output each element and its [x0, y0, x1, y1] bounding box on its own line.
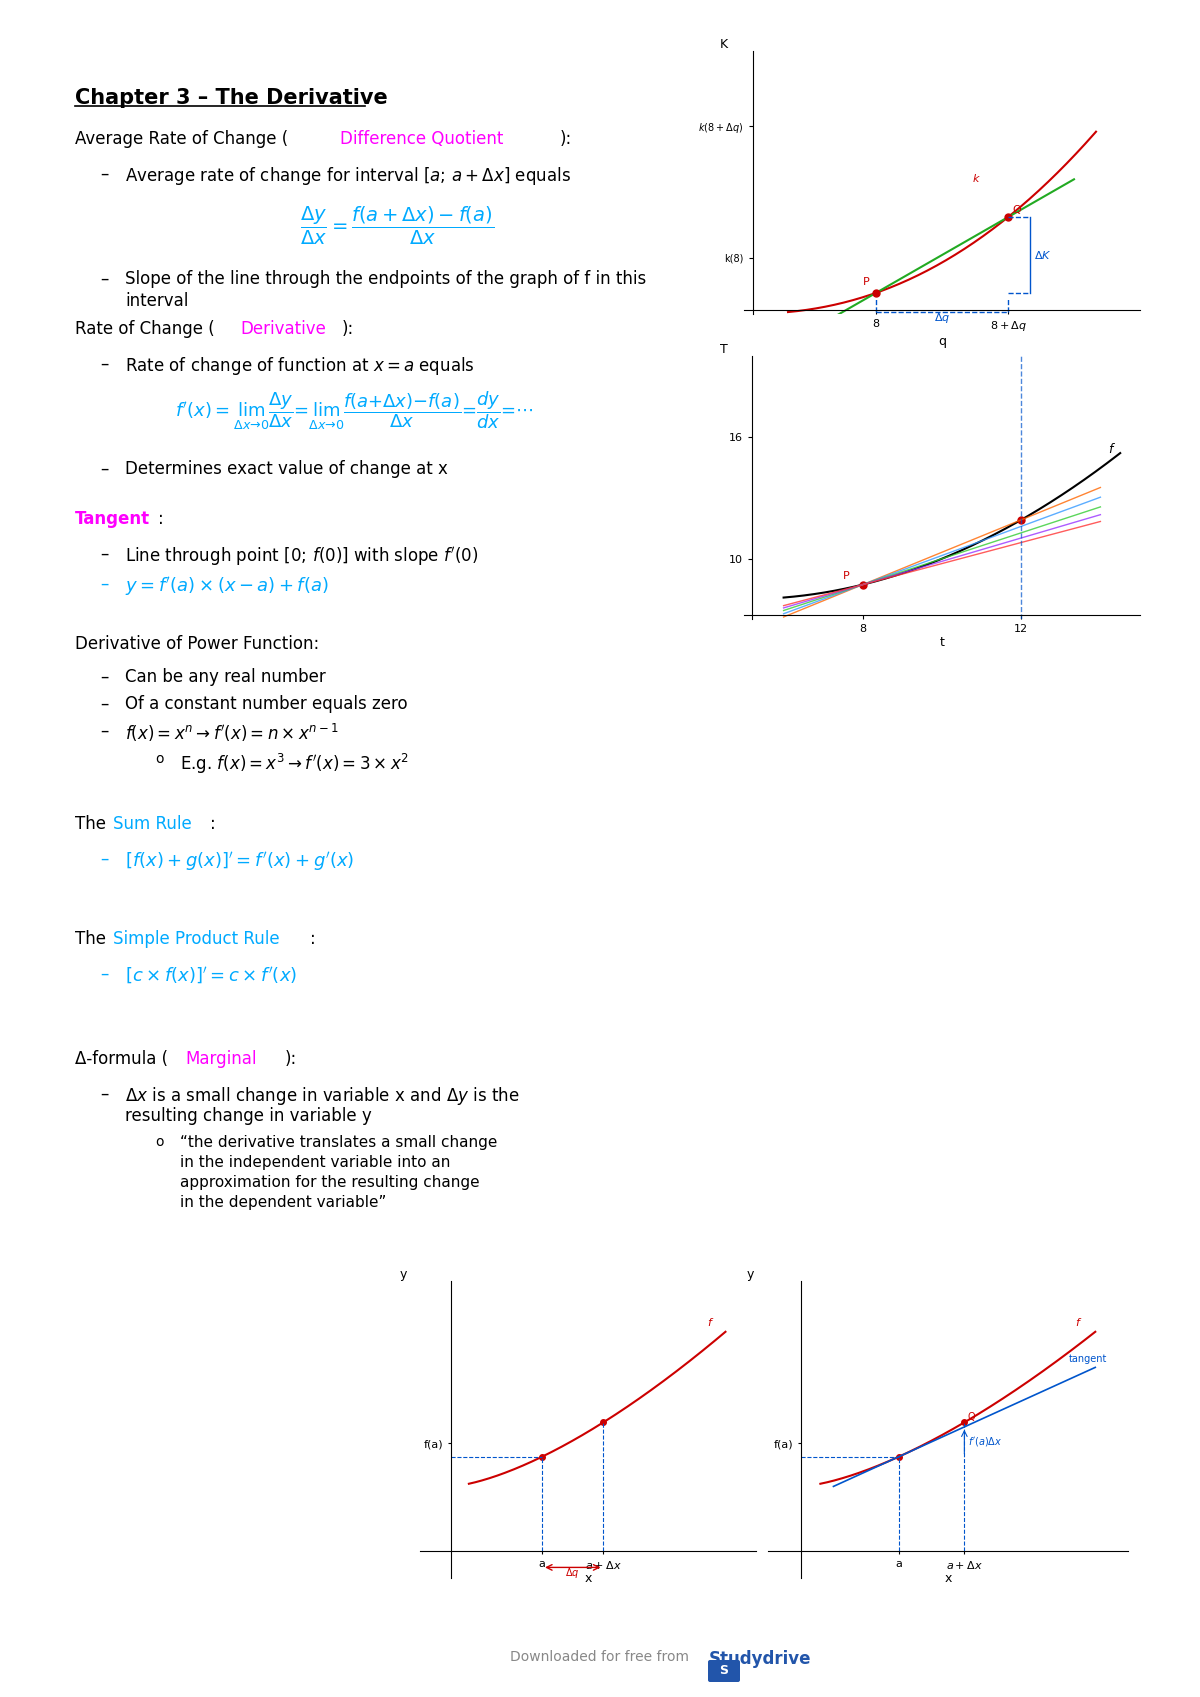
Text: Line through point $[0;\, f(0)]$ with slope $f'(0)$: Line through point $[0;\, f(0)]$ with sl… [125, 545, 479, 568]
X-axis label: q: q [938, 334, 946, 348]
Text: Difference Quotient: Difference Quotient [340, 131, 503, 148]
Text: –: – [100, 575, 108, 592]
k [863, 285, 877, 305]
Text: $y = f'(a) \times (x - a) + f(a)$: $y = f'(a) \times (x - a) + f(a)$ [125, 575, 329, 597]
Text: Studydrive: Studydrive [709, 1649, 811, 1668]
Text: interval: interval [125, 292, 188, 311]
Y-axis label: K: K [720, 37, 728, 51]
Y-axis label: T: T [720, 343, 728, 356]
Text: Derivative of Power Function:: Derivative of Power Function: [74, 635, 319, 653]
Y-axis label: y: y [400, 1268, 407, 1281]
Text: $f(x) = x^n \to f'(x) = n \times x^{n-1}$: $f(x) = x^n \to f'(x) = n \times x^{n-1}… [125, 721, 338, 743]
Text: –: – [100, 721, 108, 740]
Text: –: – [100, 1084, 108, 1103]
Text: o: o [155, 752, 163, 765]
Text: –: – [100, 850, 108, 867]
Text: Simple Product Rule: Simple Product Rule [113, 930, 280, 949]
Text: f: f [1109, 443, 1112, 456]
Text: $\dfrac{\Delta y}{\Delta x} = \dfrac{f(a + \Delta x) - f(a)}{\Delta x}$: $\dfrac{\Delta y}{\Delta x} = \dfrac{f(a… [300, 205, 494, 248]
X-axis label: t: t [940, 636, 944, 648]
Text: ):: ): [342, 321, 354, 338]
k [793, 300, 808, 321]
Text: The: The [74, 815, 112, 833]
X-axis label: x: x [584, 1571, 592, 1585]
Text: Downloaded for free from: Downloaded for free from [510, 1649, 690, 1665]
Text: $f'(x) = \lim_{\Delta x \to 0} \dfrac{\Delta y}{\Delta x} = \lim_{\Delta x \to 0: $f'(x) = \lim_{\Delta x \to 0} \dfrac{\D… [175, 390, 534, 433]
Text: approximation for the resulting change: approximation for the resulting change [180, 1174, 480, 1190]
Text: $f'(a)\Delta x$: $f'(a)\Delta x$ [967, 1436, 1002, 1448]
Text: –: – [100, 165, 108, 183]
FancyBboxPatch shape [708, 1660, 740, 1682]
Text: Of a constant number equals zero: Of a constant number equals zero [125, 696, 408, 713]
Text: Chapter 3 – The Derivative: Chapter 3 – The Derivative [74, 88, 388, 109]
Text: resulting change in variable y: resulting change in variable y [125, 1106, 372, 1125]
Text: Determines exact value of change at x: Determines exact value of change at x [125, 460, 448, 479]
Text: $\Delta q$: $\Delta q$ [565, 1566, 580, 1580]
Text: S: S [720, 1665, 728, 1678]
Text: f: f [707, 1319, 712, 1329]
Text: Can be any real number: Can be any real number [125, 669, 325, 686]
Text: $\Delta q$: $\Delta q$ [934, 311, 950, 326]
Text: Marginal: Marginal [185, 1050, 257, 1067]
Text: $[f(x) + g(x)]' = f'(x) + g'(x)$: $[f(x) + g(x)]' = f'(x) + g'(x)$ [125, 850, 354, 872]
Text: Average rate of change for interval $[a;\, a + \Delta x]$ equals: Average rate of change for interval $[a;… [125, 165, 571, 187]
Text: “the derivative translates a small change: “the derivative translates a small chang… [180, 1135, 497, 1151]
Text: ):: ): [560, 131, 572, 148]
Text: Δ-formula (: Δ-formula ( [74, 1050, 168, 1067]
Text: f: f [1075, 1319, 1080, 1329]
k [799, 300, 814, 321]
Text: –: – [100, 966, 108, 983]
X-axis label: x: x [944, 1571, 952, 1585]
Text: k: k [973, 175, 979, 185]
Text: $\Delta K$: $\Delta K$ [1034, 249, 1052, 261]
Text: Slope of the line through the endpoints of the graph of f in this: Slope of the line through the endpoints … [125, 270, 647, 288]
Text: The: The [74, 930, 112, 949]
Text: –: – [100, 355, 108, 373]
Text: Q: Q [1013, 205, 1021, 216]
Text: Derivative: Derivative [240, 321, 326, 338]
Text: Average Rate of Change (: Average Rate of Change ( [74, 131, 288, 148]
Text: –: – [100, 669, 108, 686]
Text: –: – [100, 545, 108, 563]
Text: :: : [310, 930, 316, 949]
k [1073, 139, 1087, 160]
k [838, 292, 852, 312]
Y-axis label: y: y [746, 1268, 754, 1281]
Text: in the dependent variable”: in the dependent variable” [180, 1195, 386, 1210]
Text: Rate of change of function at $x = a$ equals: Rate of change of function at $x = a$ eq… [125, 355, 475, 377]
Text: Tangent: Tangent [74, 511, 150, 528]
Text: :: : [210, 815, 216, 833]
k [1088, 122, 1103, 143]
Text: P: P [863, 277, 870, 287]
Text: –: – [100, 460, 108, 479]
Text: :: : [158, 511, 163, 528]
k [781, 302, 796, 322]
Text: Sum Rule: Sum Rule [113, 815, 192, 833]
Text: –: – [100, 270, 108, 288]
Text: ):: ): [286, 1050, 298, 1067]
Text: E.g. $f(x) = x^3 \to f'(x) = 3 \times x^2$: E.g. $f(x) = x^3 \to f'(x) = 3 \times x^… [180, 752, 409, 776]
Text: tangent: tangent [1069, 1354, 1108, 1364]
Line: k: k [788, 132, 1096, 312]
k [1062, 149, 1076, 170]
Text: $\Delta x$ is a small change in variable x and $\Delta y$ is the: $\Delta x$ is a small change in variable… [125, 1084, 520, 1106]
Text: Q: Q [967, 1412, 976, 1422]
Text: P: P [842, 570, 850, 580]
Text: in the independent variable into an: in the independent variable into an [180, 1156, 450, 1169]
Text: $[c \times f(x)]' = c \times f'(x)$: $[c \times f(x)]' = c \times f'(x)$ [125, 966, 298, 986]
Text: Rate of Change (: Rate of Change ( [74, 321, 215, 338]
Text: o: o [155, 1135, 163, 1149]
Text: –: – [100, 696, 108, 713]
